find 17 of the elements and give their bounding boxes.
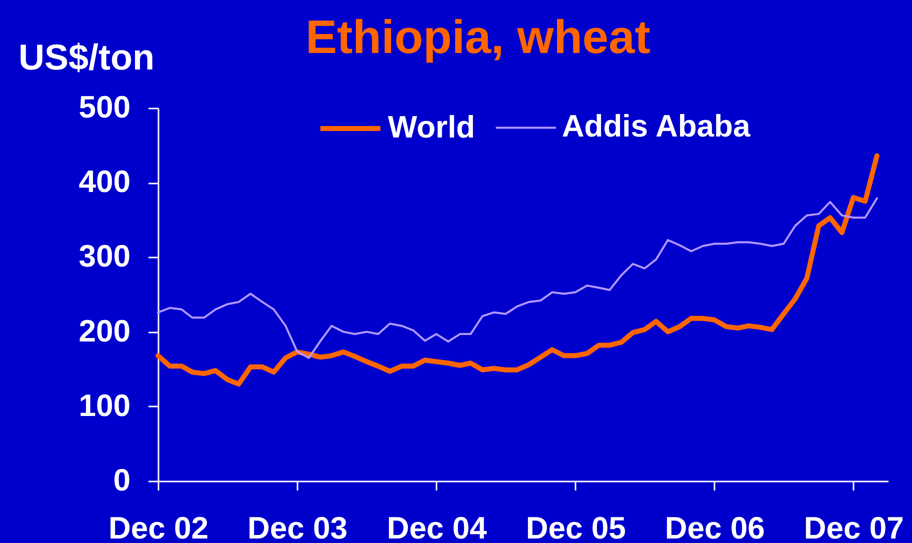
y-tick-label: 400 xyxy=(78,164,130,200)
legend-label: World xyxy=(388,109,476,144)
y-axis-title: US$/ton xyxy=(18,36,155,78)
x-tick-label: Dec 04 xyxy=(386,510,488,543)
x-tick-label: Dec 02 xyxy=(108,510,208,543)
legend-label: Addis Ababa xyxy=(562,108,751,144)
chart-title: Ethiopia, wheat xyxy=(306,10,651,63)
x-tick-label: Dec 05 xyxy=(526,510,626,543)
line-series xyxy=(157,197,878,359)
y-tick-label: 100 xyxy=(78,388,130,423)
y-tick-label: 0 xyxy=(113,462,130,498)
y-tick-label: 200 xyxy=(78,313,130,348)
x-tick-label: Dec 07 xyxy=(804,510,904,543)
y-tick-label: 300 xyxy=(78,238,130,274)
x-tick-label: Dec 03 xyxy=(248,510,348,543)
y-tick-label: 500 xyxy=(78,90,130,124)
x-tick-label: Dec 06 xyxy=(664,510,765,543)
